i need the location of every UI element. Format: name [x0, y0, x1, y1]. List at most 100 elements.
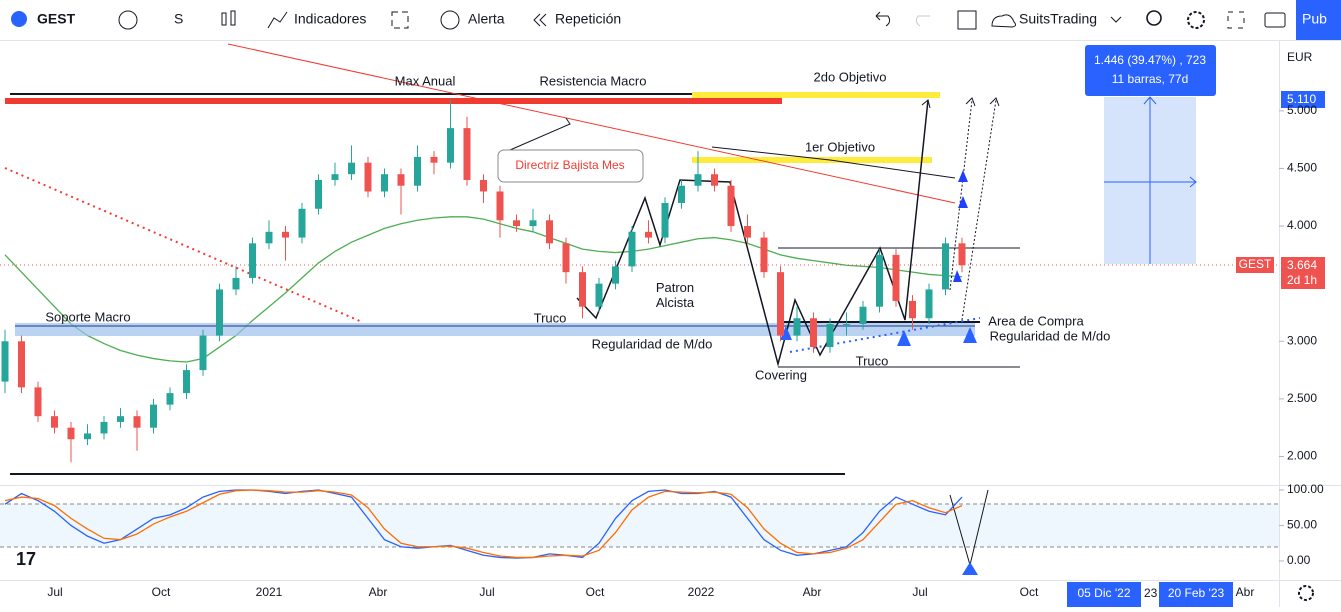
- candle-body: [397, 174, 405, 186]
- symbol-tag: [1236, 257, 1274, 273]
- last-price-text: 3.664: [1287, 258, 1317, 272]
- trend-black: [711, 146, 956, 179]
- candle-body: [793, 318, 801, 336]
- candle-body: [430, 156, 438, 163]
- candle-body: [315, 179, 322, 209]
- candle-body: [777, 272, 784, 336]
- publish-button[interactable]: [1296, 0, 1341, 40]
- axis-settings[interactable]: [1298, 585, 1314, 601]
- candle-body: [744, 226, 751, 238]
- chart-type-icon: [230, 10, 236, 26]
- candle-body: [331, 174, 339, 180]
- templates[interactable]: [391, 11, 409, 29]
- layout-icon[interactable]: [957, 10, 977, 30]
- snapshot[interactable]: [1264, 12, 1286, 28]
- y-tick-label: 3.000: [1287, 333, 1317, 347]
- annotation: Area de Compra: [988, 313, 1084, 328]
- layout-name[interactable]: SuitsTrading: [1019, 11, 1097, 27]
- countdown: 2d 1h: [1287, 273, 1317, 287]
- fullscreen[interactable]: [1227, 11, 1245, 29]
- range-end: 20 Feb '23: [1168, 586, 1225, 600]
- range-start-tag: [1067, 582, 1141, 607]
- candle-body: [892, 254, 900, 301]
- add-symbol[interactable]: [118, 10, 138, 30]
- cloud-icon: [991, 14, 1017, 28]
- candle-body: [859, 306, 867, 324]
- candle-body: [579, 272, 586, 307]
- osc-tick-label: 100.00: [1287, 482, 1324, 496]
- last-price-tag: [1281, 257, 1325, 289]
- x-tick-label: Oct: [1020, 585, 1039, 599]
- annotation: Covering: [755, 367, 807, 382]
- candle-body: [84, 433, 91, 440]
- toolbar: [0, 0, 1341, 40]
- x-tick-label: Abr: [1236, 585, 1255, 599]
- chart-type[interactable]: [221, 12, 227, 26]
- stoch-k: [4, 489, 963, 559]
- candle-body: [348, 162, 355, 175]
- annotation: Resistencia Macro: [540, 73, 647, 88]
- replay-button[interactable]: Repetición: [555, 11, 621, 27]
- callout-text: Directriz Bajista Mes: [515, 158, 624, 172]
- candle-body: [232, 277, 240, 290]
- downtrend-line: [227, 43, 956, 204]
- annotation: Truco: [856, 353, 889, 368]
- callout-pointer: [509, 117, 571, 151]
- currency: EUR: [1287, 50, 1313, 64]
- settings[interactable]: [1187, 11, 1205, 29]
- triangles: [953, 170, 968, 282]
- osc-tick-label: 0.00: [1287, 553, 1311, 567]
- moving-average: [4, 216, 963, 363]
- osc-arrow: [962, 562, 978, 575]
- measure-text: 11 barras, 77d: [1112, 72, 1189, 86]
- candle-body: [199, 335, 207, 371]
- dotted-support: [789, 317, 981, 353]
- symbol-icon[interactable]: [11, 11, 27, 27]
- x-tick-label: Oct: [586, 585, 605, 599]
- candle-body: [645, 231, 652, 238]
- candle-body: [876, 254, 883, 307]
- symbol-tag-text: GEST: [1239, 257, 1272, 271]
- x-tick-label: Jul: [912, 585, 927, 599]
- measure-arrows: [1143, 96, 1197, 188]
- y-tick-label: 4.000: [1287, 218, 1317, 232]
- layout-menu[interactable]: [1110, 16, 1122, 23]
- interval[interactable]: S: [174, 11, 183, 27]
- candle-body: [546, 220, 553, 244]
- candle-body: [18, 341, 25, 388]
- callout: [497, 149, 644, 183]
- y-tick-label: 4.500: [1287, 161, 1317, 175]
- candle-body: [249, 243, 256, 278]
- candle-body: [133, 416, 141, 428]
- search[interactable]: [1146, 10, 1162, 26]
- candle-body: [117, 416, 124, 422]
- candle-body: [595, 283, 603, 307]
- projection: [949, 99, 997, 321]
- candle-body: [711, 174, 718, 186]
- symbol[interactable]: GEST: [37, 11, 76, 27]
- undo[interactable]: [875, 11, 891, 27]
- publish-label: Pub: [1302, 11, 1327, 27]
- candle-body: [612, 266, 619, 284]
- alert-button[interactable]: Alerta: [468, 11, 505, 27]
- candle-body: [265, 231, 273, 244]
- alert-icon: [440, 10, 460, 30]
- indicators-button[interactable]: Indicadores: [294, 11, 366, 27]
- pattern-zigzag: [576, 99, 929, 367]
- candle-body: [183, 370, 190, 394]
- annotation: Regularidad de M/do: [592, 336, 713, 351]
- annotation: Patron Alcista: [656, 280, 695, 310]
- candle-body: [810, 318, 817, 348]
- range-start: 05 Dic '22: [1078, 586, 1131, 600]
- candle-body: [51, 416, 58, 428]
- dotted-trend: [4, 167, 363, 323]
- candle-body: [496, 191, 504, 221]
- candle-body: [216, 289, 223, 336]
- redo[interactable]: [915, 15, 930, 27]
- annotation: 2do Objetivo: [814, 69, 887, 84]
- candle-body: [694, 174, 702, 186]
- annotation: Truco: [534, 310, 567, 325]
- partial-label: 23: [1144, 586, 1158, 600]
- candle-body: [67, 427, 75, 440]
